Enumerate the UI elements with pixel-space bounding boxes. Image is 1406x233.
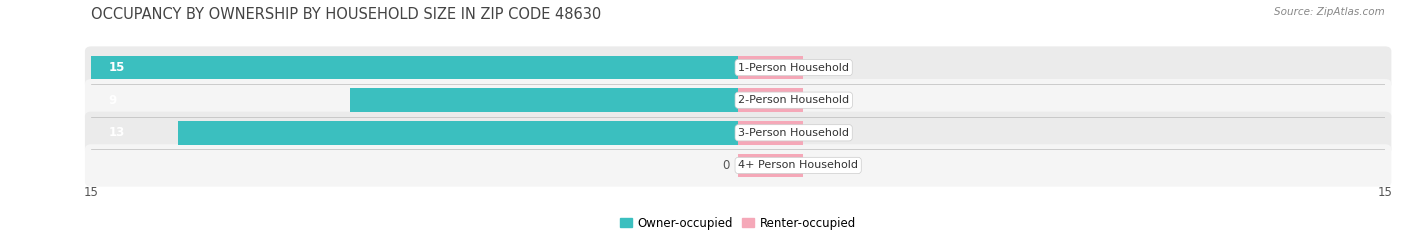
Bar: [738, 121, 803, 144]
FancyBboxPatch shape: [84, 79, 1392, 121]
Text: 0: 0: [815, 61, 823, 74]
Text: 9: 9: [108, 94, 117, 107]
Text: 4+ Person Household: 4+ Person Household: [738, 161, 858, 170]
Bar: [177, 121, 738, 144]
Bar: [91, 56, 738, 79]
Text: 13: 13: [108, 126, 125, 139]
FancyBboxPatch shape: [84, 46, 1392, 89]
Text: 0: 0: [815, 159, 823, 172]
Text: 0: 0: [815, 94, 823, 107]
Text: 2-Person Household: 2-Person Household: [738, 95, 849, 105]
Text: 0: 0: [815, 126, 823, 139]
Text: Source: ZipAtlas.com: Source: ZipAtlas.com: [1274, 7, 1385, 17]
Bar: [350, 89, 738, 112]
FancyBboxPatch shape: [84, 144, 1392, 187]
FancyBboxPatch shape: [84, 112, 1392, 154]
Text: OCCUPANCY BY OWNERSHIP BY HOUSEHOLD SIZE IN ZIP CODE 48630: OCCUPANCY BY OWNERSHIP BY HOUSEHOLD SIZE…: [91, 7, 602, 22]
Text: 15: 15: [108, 61, 125, 74]
Bar: [738, 89, 803, 112]
Text: 0: 0: [723, 159, 730, 172]
Text: 3-Person Household: 3-Person Household: [738, 128, 849, 138]
Legend: Owner-occupied, Renter-occupied: Owner-occupied, Renter-occupied: [614, 212, 862, 233]
Bar: [738, 56, 803, 79]
Bar: [738, 154, 803, 177]
Text: 1-Person Household: 1-Person Household: [738, 63, 849, 72]
